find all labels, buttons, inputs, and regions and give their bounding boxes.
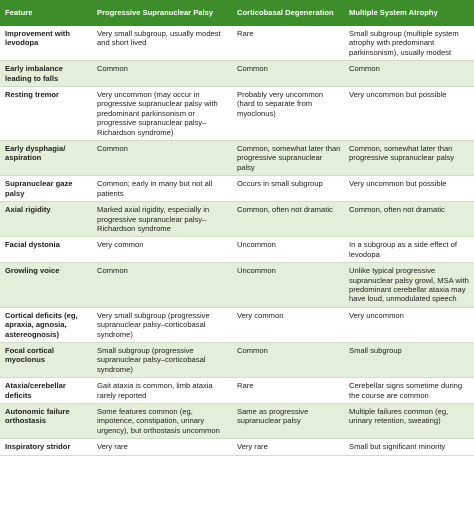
table-row: Supranuclear gaze palsy Common; early in…	[0, 175, 474, 203]
feature-cell: Resting tremor	[0, 86, 92, 142]
cbd-cell: Rare	[232, 377, 344, 404]
psp-cell: Very rare	[92, 438, 232, 456]
feature-cell: Autonomic failure orthostasis	[0, 403, 92, 440]
psp-cell: Very uncommon (may occur in progressive …	[92, 86, 232, 142]
table-row: Early dysphagia/ aspiration Common Commo…	[0, 140, 474, 177]
comparison-table: Feature Progressive Supranuclear Palsy C…	[0, 0, 474, 456]
msa-cell: Common	[344, 60, 474, 88]
feature-cell: Growling voice	[0, 262, 92, 308]
feature-cell: Early imbalance leading to falls	[0, 60, 92, 88]
feature-cell: Focal cortical myoclonus	[0, 342, 92, 379]
msa-cell: In a subgroup as a side effect of levodo…	[344, 236, 474, 264]
feature-cell: Facial dystonia	[0, 236, 92, 264]
cbd-cell: Common, often not dramatic	[232, 201, 344, 238]
table-row: Cortical deficits (eg, apraxia, agnosia,…	[0, 307, 474, 343]
psp-cell: Gait ataxia is common, limb ataxia rarel…	[92, 377, 232, 404]
table-row: Resting tremor Very uncommon (may occur …	[0, 86, 474, 142]
cbd-cell: Very common	[232, 307, 344, 343]
table-row: Axial rigidity Marked axial rigidity, es…	[0, 201, 474, 238]
table-row: Improvement with levodopa Very small sub…	[0, 26, 474, 62]
psp-cell: Some features common (eg, impotence, con…	[92, 403, 232, 440]
msa-cell: Very uncommon	[344, 307, 474, 343]
feature-cell: Inspiratory stridor	[0, 438, 92, 456]
psp-cell: Very common	[92, 236, 232, 264]
psp-cell: Common; early in many but not all patien…	[92, 175, 232, 203]
table-row: Early imbalance leading to falls Common …	[0, 60, 474, 88]
psp-cell: Common	[92, 60, 232, 88]
table-row: Autonomic failure orthostasis Some featu…	[0, 403, 474, 440]
table-row: Inspiratory stridor Very rare Very rare …	[0, 438, 474, 456]
header-cbd: Corticobasal Degeneration	[232, 0, 344, 26]
msa-cell: Small subgroup (multiple system atrophy …	[344, 26, 474, 62]
cbd-cell: Common	[232, 60, 344, 88]
feature-cell: Early dysphagia/ aspiration	[0, 140, 92, 177]
cbd-cell: Uncommon	[232, 236, 344, 264]
msa-cell: Multiple failures common (eg, urinary re…	[344, 403, 474, 440]
feature-cell: Improvement with levodopa	[0, 26, 92, 62]
table-row: Ataxia/cerebellar deficits Gait ataxia i…	[0, 377, 474, 404]
psp-cell: Small subgroup (progressive supranuclear…	[92, 342, 232, 379]
table-row: Growling voice Common Uncommon Unlike ty…	[0, 262, 474, 308]
header-feature: Feature	[0, 0, 92, 26]
msa-cell: Small but significant minority	[344, 438, 474, 456]
msa-cell: Very uncommon but possible	[344, 175, 474, 203]
psp-cell: Common	[92, 262, 232, 308]
cbd-cell: Rare	[232, 26, 344, 62]
msa-cell: Common, somewhat later than progressive …	[344, 140, 474, 177]
msa-cell: Unlike typical progressive supranuclear …	[344, 262, 474, 308]
feature-cell: Cortical deficits (eg, apraxia, agnosia,…	[0, 307, 92, 343]
psp-cell: Very small subgroup, usually modest and …	[92, 26, 232, 62]
cbd-cell: Same as progressive supranuclear palsy	[232, 403, 344, 440]
psp-cell: Common	[92, 140, 232, 177]
cbd-cell: Common, somewhat later than progressive …	[232, 140, 344, 177]
header-psp: Progressive Supranuclear Palsy	[92, 0, 232, 26]
table-row: Focal cortical myoclonus Small subgroup …	[0, 342, 474, 379]
msa-cell: Cerebellar signs sometime during the cou…	[344, 377, 474, 404]
psp-cell: Very small subgroup (progressive supranu…	[92, 307, 232, 343]
cbd-cell: Common	[232, 342, 344, 379]
cbd-cell: Very rare	[232, 438, 344, 456]
msa-cell: Common, often not dramatic	[344, 201, 474, 238]
msa-cell: Very uncommon but possible	[344, 86, 474, 142]
feature-cell: Ataxia/cerebellar deficits	[0, 377, 92, 404]
cbd-cell: Uncommon	[232, 262, 344, 308]
table-header-row: Feature Progressive Supranuclear Palsy C…	[0, 0, 474, 26]
table-row: Facial dystonia Very common Uncommon In …	[0, 236, 474, 264]
feature-cell: Supranuclear gaze palsy	[0, 175, 92, 203]
cbd-cell: Probably very uncommon (hard to separate…	[232, 86, 344, 142]
feature-cell: Axial rigidity	[0, 201, 92, 238]
cbd-cell: Occurs in small subgroup	[232, 175, 344, 203]
psp-cell: Marked axial rigidity, especially in pro…	[92, 201, 232, 238]
header-msa: Multiple System Atrophy	[344, 0, 474, 26]
msa-cell: Small subgroup	[344, 342, 474, 379]
